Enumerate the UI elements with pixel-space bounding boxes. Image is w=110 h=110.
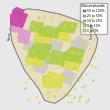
Polygon shape [28, 21, 44, 34]
Polygon shape [10, 10, 28, 28]
Polygon shape [44, 39, 64, 53]
Text: Moora: Moora [8, 31, 12, 40]
Polygon shape [39, 25, 60, 39]
Polygon shape [71, 36, 89, 53]
Polygon shape [42, 71, 66, 89]
Polygon shape [31, 57, 50, 74]
Polygon shape [10, 9, 98, 103]
Polygon shape [25, 50, 46, 68]
Polygon shape [12, 7, 25, 17]
Legend: 50 to 100%, 25 to 50%, 10 to 25%, 3 to 10%, 0 to 3%: 50 to 100%, 25 to 50%, 10 to 25%, 3 to 1… [80, 3, 107, 34]
Polygon shape [60, 53, 82, 71]
Text: Three Springs: Three Springs [91, 23, 94, 40]
Polygon shape [10, 14, 25, 34]
Polygon shape [64, 46, 85, 64]
Polygon shape [53, 28, 71, 42]
Polygon shape [17, 28, 31, 44]
Polygon shape [57, 21, 79, 34]
Polygon shape [23, 39, 36, 53]
Polygon shape [34, 31, 53, 44]
Polygon shape [46, 50, 68, 66]
Polygon shape [28, 42, 53, 60]
Polygon shape [60, 68, 76, 85]
